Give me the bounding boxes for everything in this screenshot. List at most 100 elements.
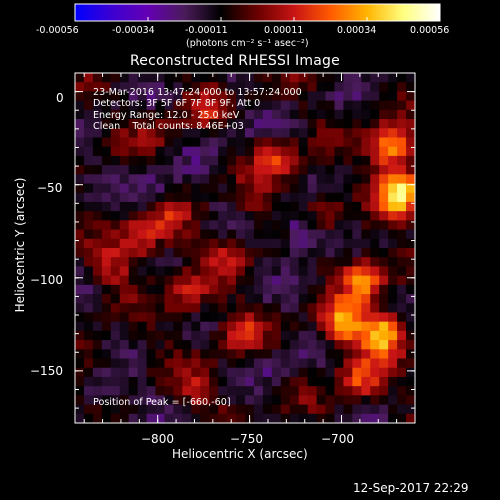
axis-ticks xyxy=(75,72,416,423)
heatmap-cell xyxy=(406,266,416,277)
heatmap-cell xyxy=(316,275,326,286)
heatmap-cell xyxy=(110,321,121,332)
heatmap-cell xyxy=(164,155,174,166)
heatmap-cell xyxy=(218,146,228,157)
x-tick-label: −700 xyxy=(321,432,354,446)
heatmap-cell xyxy=(370,395,380,405)
heatmap-cell xyxy=(307,303,317,313)
heatmap-cell xyxy=(101,266,112,277)
heatmap-cell xyxy=(110,275,121,286)
heatmap-cell xyxy=(164,257,174,267)
heatmap-cell xyxy=(200,201,210,212)
heatmap-cell xyxy=(361,294,371,304)
y-tick-label: −100 xyxy=(30,273,63,287)
heatmap-cell xyxy=(155,257,165,267)
heatmap-cell xyxy=(227,91,237,102)
heatmap-cell xyxy=(110,349,121,359)
heatmap-cell xyxy=(155,340,165,350)
heatmap-cell xyxy=(101,257,112,267)
heatmap-cell xyxy=(307,248,317,258)
heatmap-cell xyxy=(227,413,237,424)
heatmap-cell xyxy=(236,183,246,194)
heatmap-cell xyxy=(379,266,389,277)
heatmap-cell xyxy=(397,73,407,83)
heatmap-cell xyxy=(334,165,344,175)
heatmap-cell xyxy=(182,238,192,249)
heatmap-cell xyxy=(227,165,237,175)
heatmap-cell xyxy=(128,91,139,102)
heatmap-cell xyxy=(271,183,282,194)
heatmap-cell xyxy=(209,349,219,359)
heatmap-cell xyxy=(370,137,380,148)
heatmap-cell xyxy=(289,155,300,166)
heatmap-cell xyxy=(379,100,389,111)
heatmap-cell xyxy=(83,229,94,240)
heatmap-cell xyxy=(262,386,273,396)
heatmap-cell xyxy=(101,395,112,405)
heatmap-cell xyxy=(92,321,103,332)
colorbar-ticks xyxy=(74,17,441,21)
heatmap-cell xyxy=(307,312,317,323)
heatmap-cell xyxy=(146,284,156,295)
heatmap-cell xyxy=(253,395,264,405)
heatmap-cell xyxy=(110,284,121,295)
heatmap-cell xyxy=(182,73,192,83)
heatmap-cell xyxy=(370,367,380,378)
heatmap-cell xyxy=(316,349,326,359)
heatmap-cell xyxy=(146,192,156,203)
heatmap-cell xyxy=(173,303,183,313)
heatmap-cell xyxy=(307,128,317,138)
heatmap-cell xyxy=(164,349,174,359)
heatmap-cell xyxy=(191,303,201,313)
heatmap-cell xyxy=(137,386,147,396)
heatmap-cell xyxy=(218,404,228,415)
heatmap-cell xyxy=(155,312,165,323)
heatmap-cell xyxy=(298,321,309,332)
heatmap-cell xyxy=(370,386,380,396)
heatmap-cell xyxy=(370,211,380,221)
heatmap-cell xyxy=(271,413,282,424)
heatmap-cell xyxy=(173,358,183,369)
heatmap-cell xyxy=(280,100,291,111)
heatmap-cell xyxy=(352,303,362,313)
heatmap-cell xyxy=(236,220,246,230)
heatmap-cell xyxy=(110,155,121,166)
heatmap-cell xyxy=(119,91,130,102)
heatmap-cell xyxy=(343,303,353,313)
heatmap-cell xyxy=(316,229,326,240)
info-time-range: 23-Mar-2016 13:47:24.000 to 13:57:24.000 xyxy=(93,87,302,98)
heatmap-cell xyxy=(370,119,380,129)
heatmap-cell xyxy=(155,395,165,405)
heatmap-cell xyxy=(191,358,201,369)
heatmap-cell xyxy=(370,73,380,83)
heatmap-cell xyxy=(173,349,183,359)
heatmap-cell xyxy=(92,266,103,277)
heatmap-cell xyxy=(379,220,389,230)
heatmap-cell xyxy=(75,321,85,332)
heatmap-cell xyxy=(325,119,335,129)
heatmap-cell xyxy=(325,82,335,92)
heatmap-cell xyxy=(101,358,112,369)
heatmap-cell xyxy=(236,73,246,83)
heatmap-cell xyxy=(209,174,219,184)
heatmap-cell xyxy=(173,119,183,129)
heatmap-cell xyxy=(388,257,398,267)
heatmap-cell xyxy=(307,321,317,332)
heatmap-cell xyxy=(406,73,416,83)
heatmap-cell xyxy=(280,303,291,313)
heatmap-cell xyxy=(101,174,112,184)
heatmap-cell xyxy=(182,91,192,102)
heatmap-cell xyxy=(361,303,371,313)
heatmap-cell xyxy=(352,91,362,102)
heatmap-cell xyxy=(173,367,183,378)
heatmap-cell xyxy=(209,312,219,323)
heatmap-cell xyxy=(370,109,380,120)
heatmap-cell xyxy=(75,395,85,405)
heatmap-cell xyxy=(352,257,362,267)
heatmap-cell xyxy=(75,82,85,92)
heatmap-cell xyxy=(218,100,228,111)
heatmap-cell xyxy=(280,312,291,323)
heatmap-cell xyxy=(379,229,389,240)
colorbar xyxy=(74,3,441,22)
heatmap-cell xyxy=(388,413,398,424)
